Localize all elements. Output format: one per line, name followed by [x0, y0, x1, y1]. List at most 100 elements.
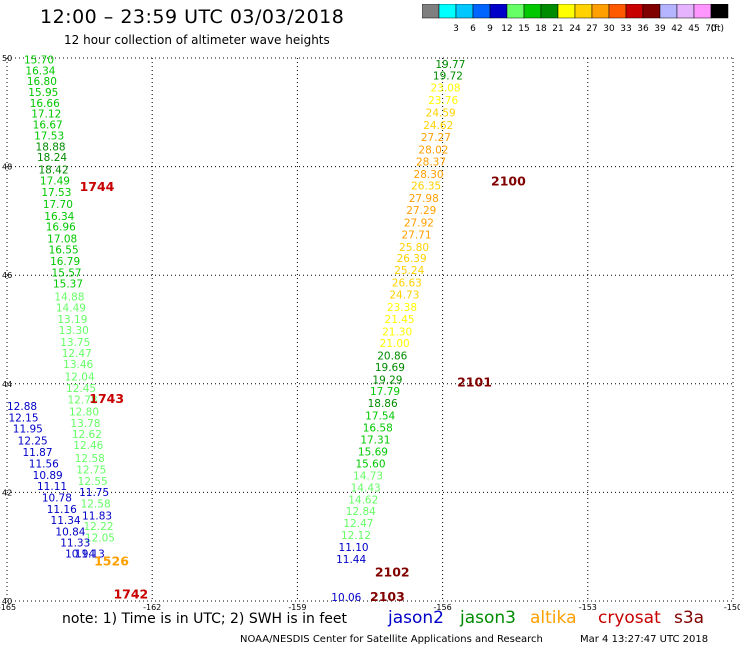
- wave-height-label: 14.49: [56, 303, 86, 315]
- wave-height-label: 12.47: [343, 518, 373, 530]
- scale-tick-label: 9: [487, 24, 493, 34]
- credit-line: NOAA/NESDIS Center for Satellite Applica…: [240, 634, 543, 645]
- color-scale: 3 6 9 12 15 18 21 24 27 30 33 36 39 42 45 70(ft): [422, 4, 729, 34]
- footnote: note: 1) Time is in UTC; 2) SWH is in fe…: [62, 611, 348, 627]
- scale-tick-label: 30: [603, 24, 615, 34]
- wave-height-label: 10.84: [55, 526, 85, 538]
- wave-height-label: 16.58: [363, 423, 393, 435]
- wave-height-label: 18.42: [38, 165, 68, 177]
- x-tick-label: -156: [434, 603, 452, 612]
- scale-swatch: [710, 4, 729, 19]
- wave-height-label: 10.94: [65, 549, 95, 561]
- wave-height-label: 27.27: [421, 132, 451, 144]
- scale-tick-label: 6: [470, 24, 476, 34]
- wave-height-label: 15.37: [53, 279, 83, 291]
- legend-cryosat: cryosat: [598, 608, 661, 628]
- wave-height-label: 19.69: [375, 362, 405, 374]
- timestamp: Mar 4 13:27:47 UTC 2018: [580, 634, 709, 645]
- wave-height-label: 11.56: [29, 458, 59, 470]
- wave-height-label: 15.70: [24, 54, 54, 66]
- wave-height-label: 23.76: [428, 95, 458, 107]
- wave-height-label: 12.58: [81, 499, 111, 511]
- scale-tick-label: 21: [552, 24, 563, 34]
- wave-height-label: 21.45: [385, 314, 415, 326]
- wave-height-label: 11.34: [51, 515, 81, 527]
- wave-height-label: 13.19: [57, 314, 87, 326]
- wave-height-label: 11.44: [336, 554, 366, 566]
- scale-tick-label: 39: [654, 24, 666, 34]
- wave-height-label: 16.80: [27, 76, 57, 88]
- legend-s3a: s3a: [674, 608, 705, 628]
- wave-height-label: 16.67: [33, 120, 63, 132]
- legend-jason3: jason3: [460, 608, 516, 628]
- wave-height-label: 19.29: [372, 374, 402, 386]
- y-tick-label: 44: [2, 380, 12, 389]
- wave-height-label: 14.88: [54, 292, 84, 304]
- wave-height-label: 17.53: [41, 187, 71, 199]
- wave-height-label: 12.62: [72, 429, 102, 441]
- wave-height-label: 21.30: [382, 326, 412, 338]
- wave-height-label: 12.25: [18, 436, 48, 448]
- wave-height-label: 11.11: [37, 481, 67, 493]
- y-tick-label: 40: [2, 597, 12, 606]
- wave-height-label: 11.87: [22, 447, 52, 459]
- wave-height-label: 28.02: [418, 145, 448, 157]
- pass-time-label: 2102: [375, 565, 410, 580]
- legend-altika: altika: [530, 608, 577, 628]
- wave-height-label: 17.53: [34, 130, 64, 142]
- wave-height-label: 16.96: [46, 222, 76, 234]
- wave-height-label: 27.92: [404, 217, 434, 229]
- wave-height-label: 11.16: [47, 504, 77, 516]
- wave-height-label: 11.10: [339, 542, 369, 554]
- pass-time-label: 2100: [491, 174, 526, 189]
- wave-height-label: 12.45: [66, 383, 96, 395]
- wave-height-label: 12.84: [346, 506, 376, 518]
- wave-height-label: 12.55: [78, 476, 108, 488]
- wave-height-label: 28.30: [414, 169, 444, 181]
- wave-height-label: 24.59: [426, 108, 456, 120]
- wave-height-label: 16.79: [50, 256, 80, 268]
- wave-height-label: 10.06: [331, 592, 361, 604]
- wave-height-label: 18.86: [368, 398, 398, 410]
- wave-height-label: 18.88: [36, 141, 66, 153]
- wave-height-label: 17.70: [43, 199, 73, 211]
- scale-tick-label: 42: [671, 24, 682, 34]
- wave-height-label: 12.04: [65, 372, 95, 384]
- pass-time-label: 1526: [94, 554, 129, 569]
- scale-tick-label: 45: [688, 24, 699, 34]
- pass-time-label: 2101: [457, 375, 492, 390]
- wave-height-label: 19.77: [435, 59, 465, 71]
- wave-height-label: 27.98: [409, 193, 439, 205]
- wave-height-label: 12.80: [69, 406, 99, 418]
- wave-height-label: 15.60: [355, 458, 385, 470]
- wave-height-label: 11.33: [60, 538, 90, 550]
- wave-height-label: 11.95: [13, 424, 43, 436]
- wave-height-label: 12.46: [73, 440, 103, 452]
- x-tick-label: -153: [579, 603, 597, 612]
- wave-height-label: 17.12: [31, 109, 61, 121]
- wave-height-label: 17.08: [47, 234, 77, 246]
- y-tick-label: 50: [2, 54, 12, 63]
- scale-tick-label: 24: [569, 24, 581, 34]
- pass-time-label: 2103: [370, 589, 405, 604]
- x-tick-label: -162: [143, 603, 161, 612]
- wave-height-label: 13.46: [63, 359, 93, 371]
- wave-height-label: 17.31: [360, 435, 390, 447]
- wave-height-label: 12.22: [83, 521, 113, 533]
- wave-height-label: 13.30: [59, 325, 89, 337]
- scale-tick-label: 36: [637, 24, 649, 34]
- wave-height-label: 17.79: [370, 386, 400, 398]
- wave-height-label: 12.15: [8, 412, 38, 424]
- wave-height-label: 15.95: [28, 87, 58, 99]
- wave-height-label: 18.24: [37, 152, 67, 164]
- scale-tick-label: 18: [535, 24, 547, 34]
- page-subtitle: 12 hour collection of altimeter wave hei…: [64, 33, 330, 47]
- y-tick-label: 46: [2, 271, 12, 280]
- wave-height-label: 12.58: [75, 453, 105, 465]
- scale-unit: (ft): [710, 24, 724, 34]
- wave-height-label: 19.72: [433, 71, 463, 83]
- wave-height-label: 26.63: [392, 278, 422, 290]
- wave-height-label: 16.66: [30, 98, 60, 110]
- wave-height-label: 25.24: [394, 265, 424, 277]
